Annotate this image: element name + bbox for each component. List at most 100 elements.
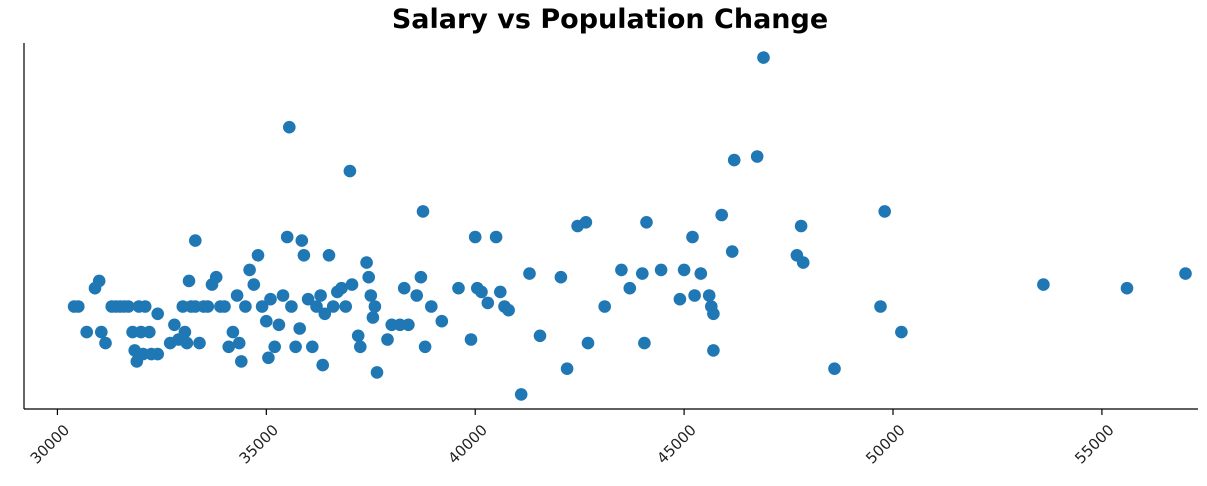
scatter-point — [343, 164, 357, 178]
scatter-point — [243, 263, 256, 277]
scatter-point — [92, 274, 106, 288]
scatter-point — [264, 292, 277, 306]
scatter-point — [285, 300, 298, 313]
scatter-point — [306, 340, 319, 354]
chart-title: Salary vs Population Change — [391, 4, 829, 35]
scatter-point — [828, 362, 841, 376]
scatter-point — [268, 340, 282, 354]
scatter-point — [362, 270, 376, 284]
scatter-point — [418, 340, 432, 354]
scatter-point — [232, 336, 246, 350]
scatter-point — [280, 230, 294, 244]
scatter-point — [289, 340, 302, 354]
scatter-point — [794, 219, 808, 233]
scatter-point — [180, 336, 194, 350]
scatter-point — [230, 289, 244, 302]
scatter-point — [99, 336, 112, 350]
scatter-point — [1179, 267, 1192, 280]
scatter-point — [468, 230, 482, 244]
scatter-point — [310, 300, 323, 313]
scatter-point — [80, 325, 93, 339]
scatter-point — [72, 300, 85, 313]
scatter-point — [686, 230, 699, 244]
scatter-point — [1037, 278, 1050, 291]
scatter-point — [757, 51, 770, 64]
scatter-point — [402, 318, 415, 332]
scatter-point — [623, 281, 637, 295]
scatter-point — [297, 249, 311, 262]
scatter-point — [688, 289, 701, 302]
scatter-point — [638, 336, 651, 350]
scatter-point — [326, 300, 340, 313]
scatter-point — [725, 245, 739, 258]
scatter-point — [523, 267, 536, 280]
x-tick-label: 35000 — [236, 421, 282, 467]
scatter-point — [226, 325, 240, 339]
scatter-point — [416, 205, 430, 218]
scatter-point — [262, 351, 275, 365]
scatter-point — [1120, 281, 1134, 295]
scatter-point — [189, 234, 202, 247]
scatter-point — [316, 358, 330, 372]
scatter-point — [796, 256, 810, 269]
scatter-point — [381, 333, 394, 346]
x-tick-label: 55000 — [1071, 421, 1117, 467]
scatter-point — [489, 230, 503, 244]
scatter-point — [218, 300, 231, 313]
scatter-point — [366, 311, 380, 324]
scatter-point — [360, 256, 373, 269]
scatter-point — [293, 322, 307, 335]
scatter-point — [452, 281, 465, 295]
scatter-point — [464, 333, 478, 346]
scatter-point — [715, 208, 728, 222]
scatter-point — [425, 300, 438, 313]
scatter-point — [677, 263, 691, 277]
scatter-point — [272, 318, 286, 332]
scatter-point — [397, 281, 411, 295]
scatter-point — [222, 340, 235, 354]
points-layer — [67, 51, 1192, 401]
scatter-point — [335, 281, 348, 295]
scatter-point — [138, 300, 152, 313]
scatter-point — [640, 216, 653, 229]
scatter-point — [182, 274, 196, 288]
scatter-point — [579, 216, 593, 229]
scatter-point — [554, 270, 568, 284]
scatter-point — [878, 205, 891, 218]
scatter-point — [707, 307, 720, 321]
x-tick-label: 45000 — [653, 421, 699, 467]
scatter-point — [276, 289, 290, 302]
scatter-point — [247, 278, 261, 291]
scatter-point — [364, 289, 378, 302]
scatter-point — [636, 267, 649, 280]
scatter-point — [239, 300, 252, 313]
scatter-point — [322, 249, 336, 262]
scatter-point — [122, 300, 135, 313]
scatter-point — [707, 344, 720, 357]
scatter-point — [435, 314, 449, 328]
scatter-point — [151, 347, 164, 361]
scatter-point — [151, 307, 164, 321]
scatter-point — [414, 270, 428, 284]
scatter-point — [255, 300, 269, 313]
scatter-point — [694, 267, 708, 280]
scatter-point — [168, 318, 181, 332]
scatter-point — [598, 300, 611, 313]
scatter-point — [143, 325, 156, 339]
x-tick-label: 40000 — [444, 421, 490, 467]
x-ticks: 30000 35000 40000 45000 50000 55000 — [27, 409, 1118, 467]
scatter-point — [283, 120, 296, 134]
scatter-point — [475, 285, 488, 299]
scatter-point — [410, 289, 424, 302]
scatter-point — [615, 263, 628, 277]
scatter-point — [702, 289, 716, 302]
scatter-point — [301, 292, 315, 306]
x-tick-label: 30000 — [27, 421, 73, 467]
scatter-point — [494, 285, 507, 299]
scatter-point — [368, 300, 382, 313]
scatter-point — [481, 296, 495, 310]
scatter-point — [339, 300, 353, 313]
scatter-point — [895, 325, 908, 339]
scatter-point — [345, 278, 359, 291]
